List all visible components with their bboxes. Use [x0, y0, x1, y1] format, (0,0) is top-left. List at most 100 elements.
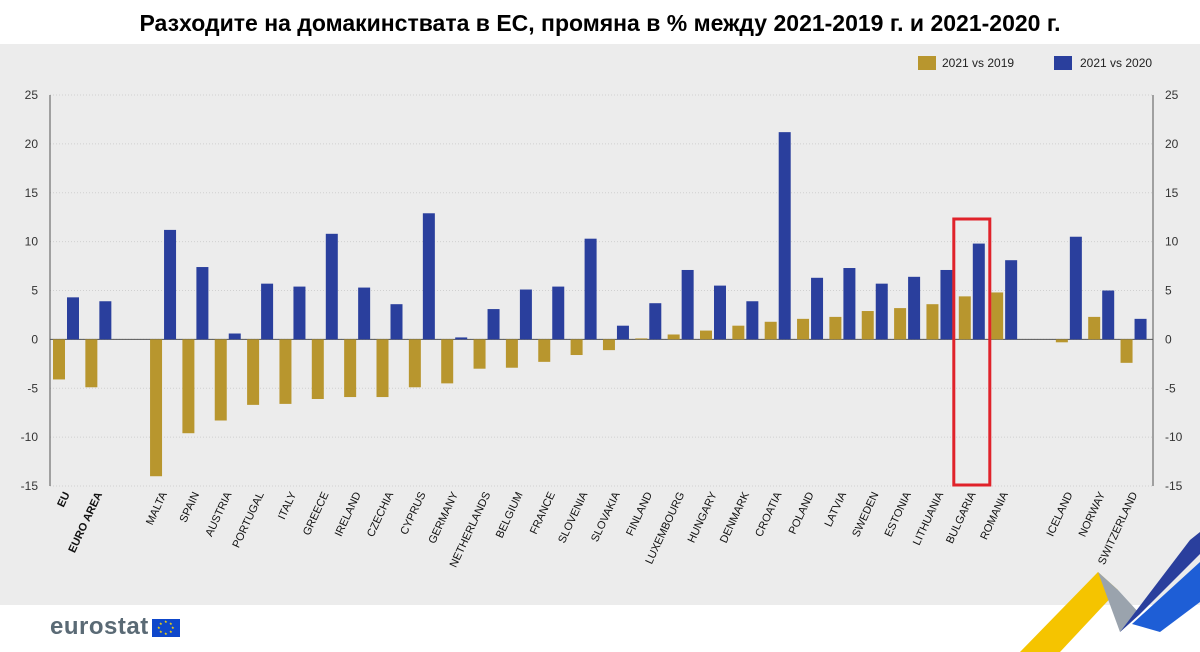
highlight-box: [952, 217, 992, 487]
bar-series2: [940, 269, 953, 340]
x-tick-label: ESTONIA: [883, 490, 914, 539]
bar-series1: [247, 339, 260, 405]
x-tick-label: CYPRUS: [398, 490, 428, 537]
bar-series1: [344, 339, 357, 398]
legend-label-series2: 2021 vs 2020: [1080, 56, 1153, 70]
y-tick-label-right: -10: [1165, 430, 1183, 444]
bar-series1: [894, 308, 907, 340]
y-tick-label-left: 25: [25, 88, 39, 102]
bar-series2: [99, 301, 112, 340]
bar-series2: [616, 325, 629, 340]
bar-series1: [1055, 339, 1068, 343]
bar-series2: [325, 233, 338, 340]
legend-swatch-series2: [1054, 56, 1072, 70]
bar-series1: [602, 339, 615, 351]
bar-series1: [958, 296, 971, 340]
bar-series2: [1102, 290, 1115, 340]
bar-series1: [441, 339, 454, 384]
x-tick-label: EURO AREA: [66, 490, 105, 555]
y-tick-label-right: 25: [1165, 88, 1179, 102]
bar-series2: [519, 289, 532, 340]
x-tick-label: POLAND: [787, 490, 817, 536]
legend: 2021 vs 2019 2021 vs 2020: [918, 54, 1158, 72]
x-tick-label: BELGIUM: [494, 490, 526, 540]
bar-series1: [1120, 339, 1133, 363]
bar-series1: [85, 339, 98, 388]
y-tick-label-left: 20: [25, 137, 39, 151]
bar-series2: [196, 267, 209, 340]
bar-series1: [473, 339, 486, 369]
bar-series2: [1134, 318, 1147, 340]
chevron-decoration-icon: [1020, 532, 1200, 652]
y-tick-label-right: 15: [1165, 186, 1179, 200]
bar-series2: [422, 213, 435, 340]
bar-series2: [67, 297, 79, 340]
x-tick-label: SPAIN: [178, 490, 203, 524]
legend-label-series1: 2021 vs 2019: [942, 56, 1015, 70]
y-tick-label-left: 15: [25, 186, 39, 200]
x-tick-label: SLOVENIA: [556, 490, 590, 546]
bar-series1: [732, 325, 745, 340]
bar-series1: [926, 304, 939, 340]
bar-series1: [1088, 316, 1101, 340]
x-tick-label: MALTA: [144, 490, 170, 527]
bar-series2: [358, 287, 371, 340]
bar-chart: -15 -15 -10 -10 -5 -5 0 0 5 5 10 10 15 15 20 20 25 25 EUEU…: [21, 88, 1183, 570]
bar-series2: [487, 309, 500, 340]
bar-series1: [311, 339, 324, 400]
x-tick-label: EU: [55, 490, 72, 509]
bar-series2: [681, 269, 694, 340]
bar-series2: [552, 286, 565, 340]
chart-title: Разходите на домакинствата в ЕС, промяна…: [139, 10, 1061, 36]
bar-series1: [797, 318, 810, 340]
x-tick-label: AUSTRIA: [203, 490, 234, 539]
x-tick-label: LITHUANIA: [911, 490, 946, 548]
x-tick-label: PORTUGAL: [230, 490, 266, 550]
y-tick-label-left: 0: [31, 332, 38, 346]
bar-series2: [228, 333, 241, 340]
bar-series2: [875, 283, 888, 340]
y-tick-label-right: 20: [1165, 137, 1179, 151]
x-tick-label: IRELAND: [333, 490, 364, 538]
bar-series2: [714, 285, 726, 340]
y-tick-label-right: 5: [1165, 284, 1172, 298]
bar-series1: [214, 339, 227, 421]
eu-flag-icon: ★ ★ ★ ★ ★ ★ ★ ★: [152, 619, 180, 637]
y-tick-label-right: -15: [1165, 479, 1183, 493]
y-tick-label-left: -15: [21, 479, 39, 493]
x-tick-label: GREECE: [301, 490, 332, 537]
bar-series2: [778, 132, 791, 340]
title-bar: Разходите на домакинствата в ЕС, промяна…: [0, 0, 1200, 44]
bar-series2: [746, 301, 759, 340]
bar-series2: [1069, 236, 1082, 340]
eurostat-logo-text: eurostat: [50, 613, 149, 640]
legend-swatch-series1: [918, 56, 936, 70]
x-tick-label: BULGARIA: [944, 490, 979, 546]
bar-series1: [408, 339, 421, 388]
bar-series1: [182, 339, 195, 434]
bar-series1: [150, 339, 163, 477]
bar-series2: [164, 229, 177, 340]
bar-series2: [584, 238, 597, 340]
y-tick-label-right: 0: [1165, 332, 1172, 346]
bar-series1: [991, 292, 1004, 340]
bar-series1: [667, 334, 680, 340]
bar-series1: [700, 330, 712, 340]
x-tick-label: DENMARK: [718, 490, 752, 546]
bar-series1: [53, 339, 65, 380]
bar-series2: [390, 304, 403, 340]
bar-series2: [261, 283, 274, 340]
x-tick-label: SWEDEN: [850, 490, 881, 539]
bar-series2: [293, 286, 306, 340]
bar-series1: [279, 339, 292, 404]
bar-series2: [908, 276, 921, 340]
y-tick-label-right: -5: [1165, 381, 1176, 395]
x-tick-label: SLOVAKIA: [589, 490, 623, 544]
x-tick-label: CZECHIA: [365, 490, 397, 539]
x-tick-label: CROATIA: [753, 490, 784, 539]
bar-series1: [829, 316, 842, 340]
bar-series1: [635, 338, 648, 340]
bar-series2: [972, 243, 985, 340]
x-tick-label: FRANCE: [528, 490, 558, 536]
bar-series2: [455, 337, 468, 340]
